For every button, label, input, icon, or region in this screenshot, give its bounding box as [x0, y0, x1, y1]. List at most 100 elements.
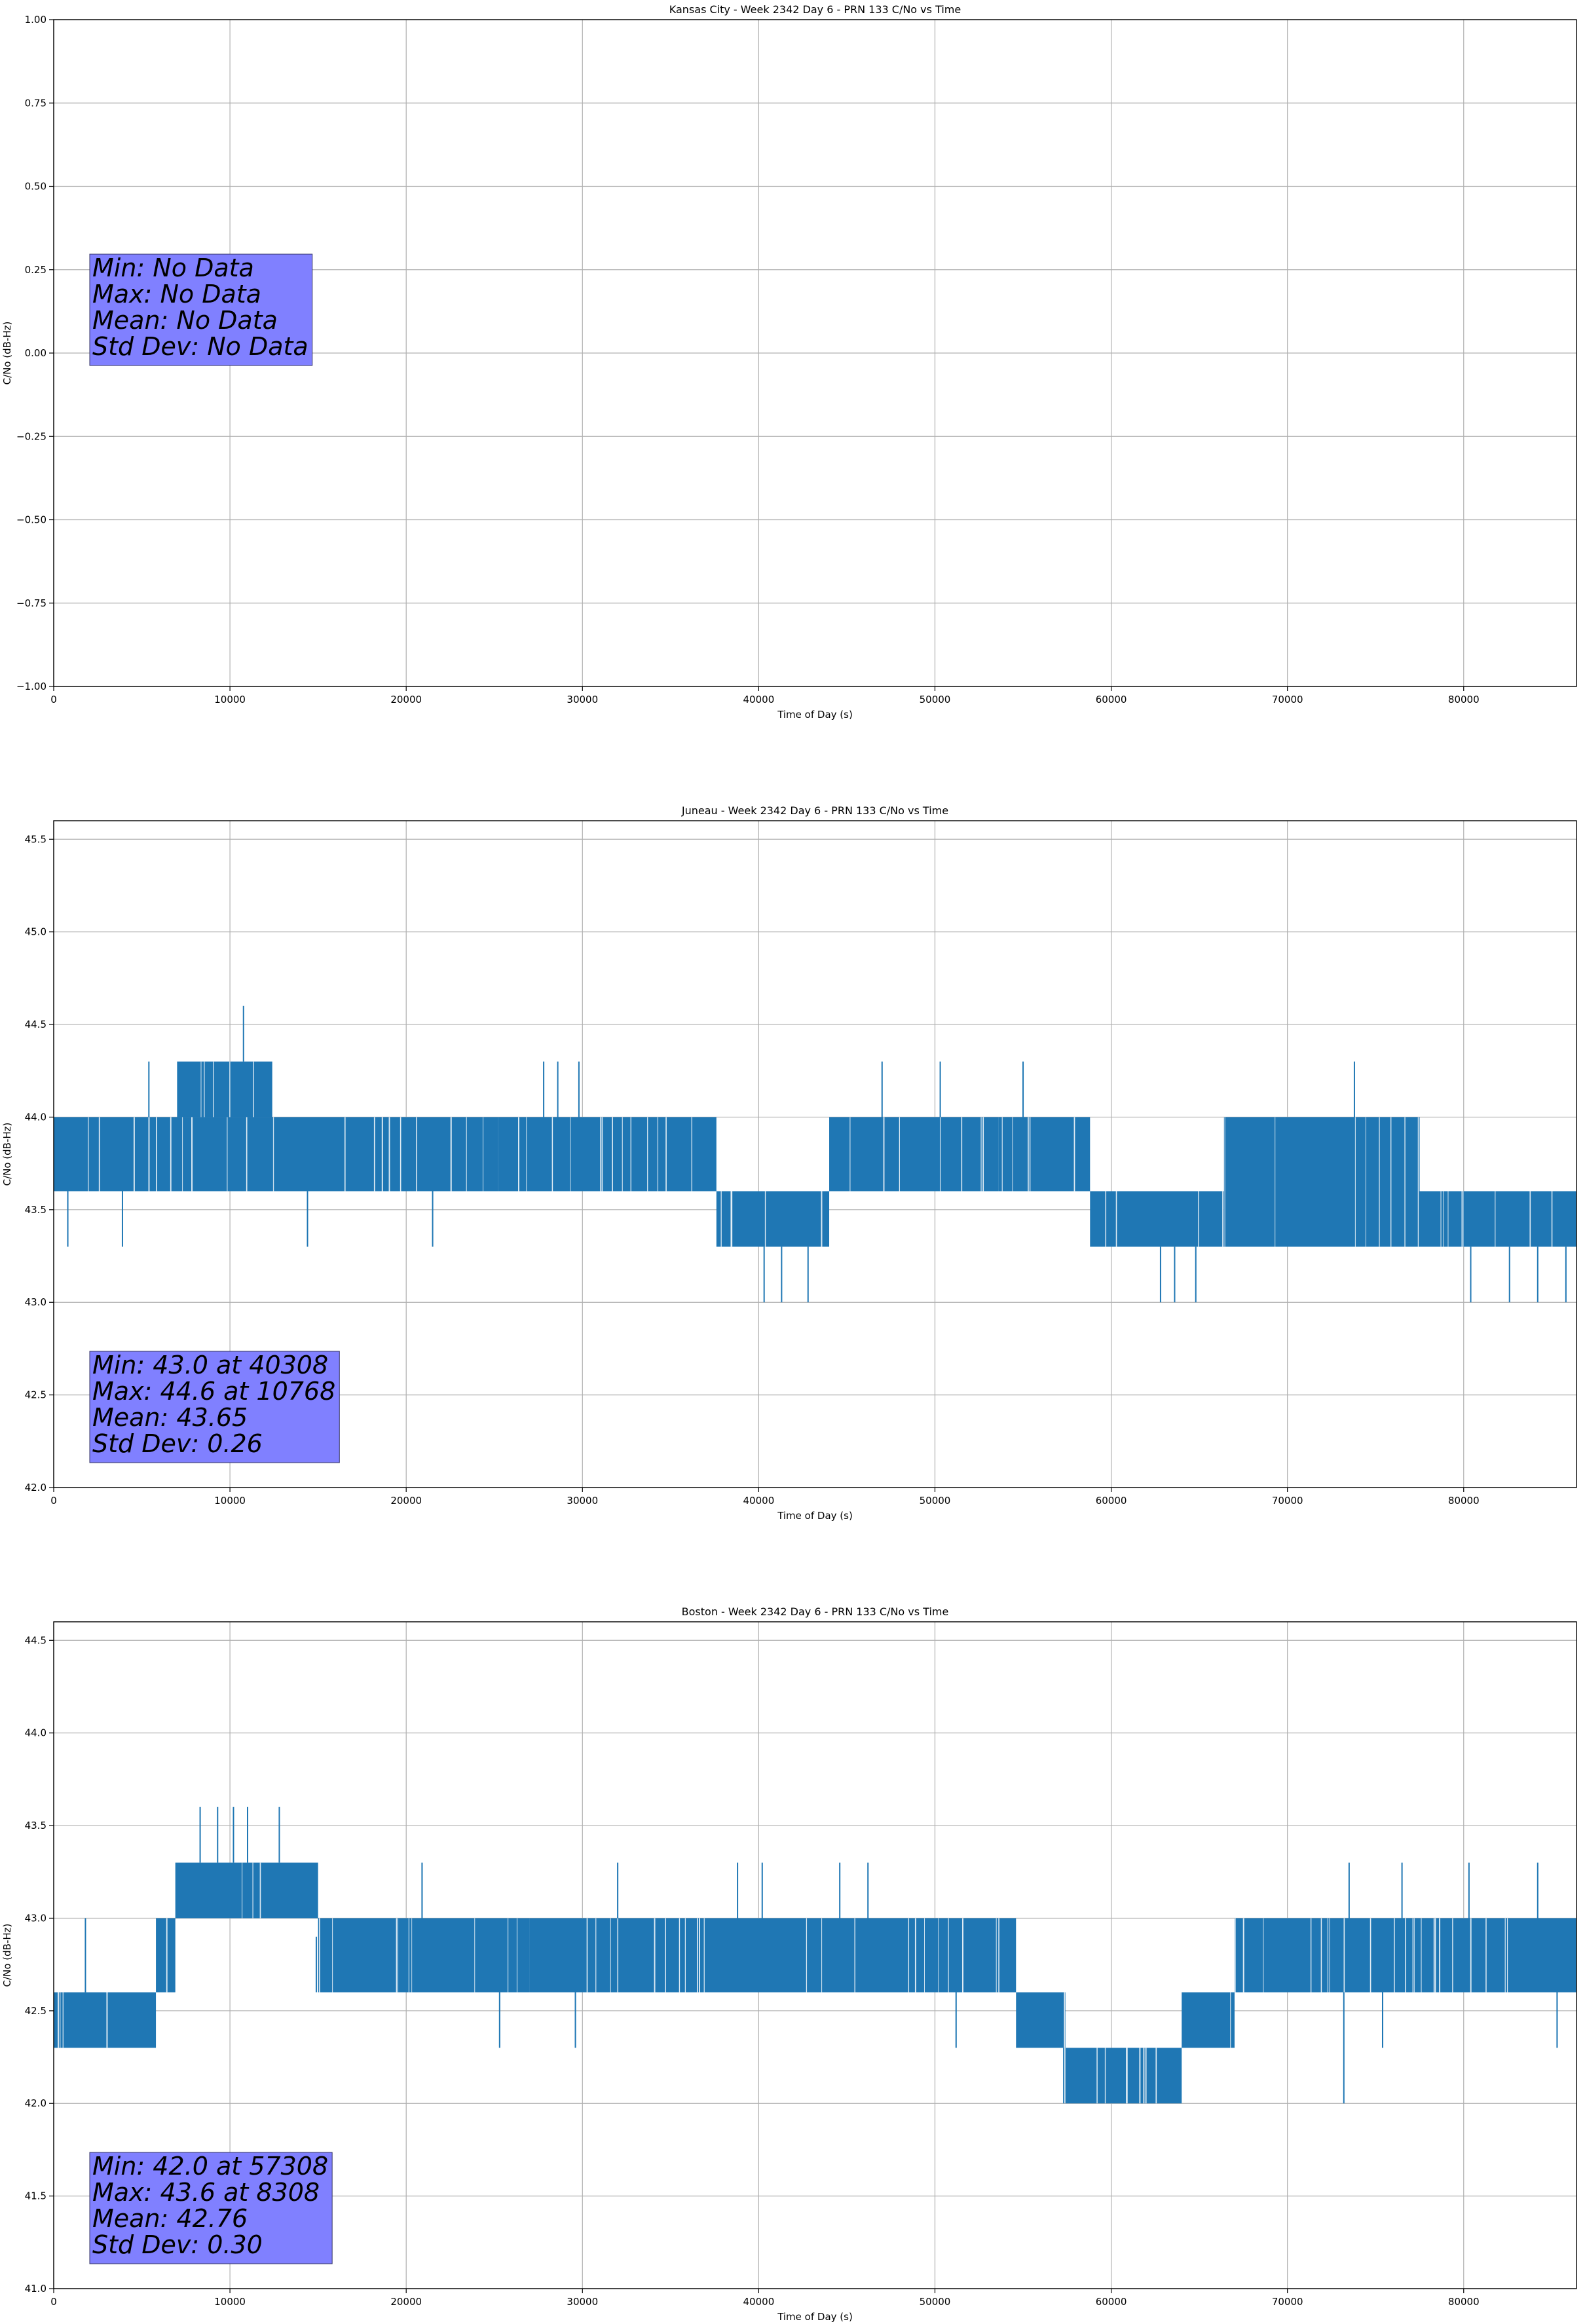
signal-band: [177, 1061, 272, 1117]
x-tick-label: 50000: [920, 694, 951, 705]
x-tick-label: 70000: [1272, 2296, 1303, 2308]
chart-title: Kansas City - Week 2342 Day 6 - PRN 133 …: [669, 3, 961, 16]
chart-title: Juneau - Week 2342 Day 6 - PRN 133 C/No …: [681, 804, 948, 817]
chart-title: Boston - Week 2342 Day 6 - PRN 133 C/No …: [682, 1605, 949, 1618]
chart-2: 0 10000 20000 30000 40000 50000 60000 70000 8000…: [1, 1605, 1577, 2323]
y-tick-label: −0.25: [16, 430, 47, 442]
stats-box-background: [89, 1351, 340, 1463]
y-tick-label: 43.0: [25, 1296, 47, 1308]
x-axis-label: Time of Day (s): [777, 2311, 853, 2323]
signal-band: [1065, 2048, 1182, 2104]
x-tick-label: 60000: [1096, 2296, 1127, 2308]
y-tick-label: 41.0: [25, 2283, 47, 2295]
stats-line: Min: 42.0 at 57308: [92, 2152, 328, 2181]
stats-line: Max: 43.6 at 8308: [92, 2178, 320, 2207]
stats-line: Mean: No Data: [92, 306, 278, 335]
y-axis-label: C/No (dB-Hz): [1, 1123, 13, 1186]
x-tick-label: 60000: [1096, 1495, 1127, 1507]
y-tick-label: 42.5: [25, 2005, 47, 2017]
series-c-no: [54, 1005, 1576, 1303]
x-tick-label: 60000: [1096, 694, 1127, 705]
stats-box-background: [89, 2152, 333, 2264]
x-tick-label: 40000: [743, 694, 775, 705]
y-tick-label: −0.75: [16, 597, 47, 609]
y-tick-label: 43.5: [25, 1204, 47, 1216]
signal-band: [1016, 1992, 1066, 2048]
x-tick-label: 0: [50, 1495, 57, 1507]
x-tick-label: 30000: [567, 1495, 598, 1507]
signal-band: [529, 1918, 1016, 1993]
x-axis-label: Time of Day (s): [777, 1510, 853, 1522]
y-axis-label: C/No (dB-Hz): [1, 322, 13, 385]
y-tick-label: 42.0: [25, 2097, 47, 2109]
y-axis-label: C/No (dB-Hz): [1, 1924, 13, 1987]
x-tick-label: 50000: [920, 1495, 951, 1507]
y-tick-label: 0.00: [25, 347, 47, 359]
stats-line: Max: No Data: [92, 280, 261, 309]
x-tick-label: 20000: [390, 694, 422, 705]
y-tick-label: 44.5: [25, 1019, 47, 1030]
x-tick-label: 80000: [1448, 2296, 1480, 2308]
y-tick-label: 44.5: [25, 1634, 47, 1646]
y-tick-label: 45.0: [25, 926, 47, 938]
axes-frame: [53, 820, 1577, 1488]
signal-band: [716, 1191, 830, 1247]
y-tick-label: 44.0: [25, 1727, 47, 1739]
stats-line: Std Dev: 0.30: [92, 2230, 263, 2259]
stats-line: Mean: 42.76: [92, 2204, 248, 2233]
y-tick-label: 0.50: [25, 181, 47, 193]
signal-band: [1090, 1191, 1224, 1247]
signal-band: [54, 1992, 157, 2048]
x-tick-label: 10000: [214, 1495, 246, 1507]
chart-1: 0 10000 20000 30000 40000 50000 60000 70000 8000…: [1, 804, 1577, 1522]
y-tick-label: 45.5: [25, 833, 47, 845]
stats-line: Max: 44.6 at 10768: [92, 1377, 335, 1406]
x-tick-label: 40000: [743, 1495, 775, 1507]
signal-band: [1223, 1117, 1420, 1247]
x-tick-label: 30000: [567, 694, 598, 705]
signal-band: [272, 1117, 498, 1191]
axes-frame: [53, 1621, 1577, 2289]
x-tick-label: 70000: [1272, 1495, 1303, 1507]
stats-box-background: [89, 253, 313, 366]
signal-band: [829, 1117, 999, 1191]
signal-band: [318, 1918, 530, 1993]
signal-band: [498, 1117, 717, 1191]
y-tick-label: 43.5: [25, 1820, 47, 1831]
y-tick-label: 1.00: [25, 14, 47, 26]
x-tick-label: 40000: [743, 2296, 775, 2308]
stats-line: Std Dev: No Data: [92, 332, 308, 361]
signal-band: [1419, 1191, 1576, 1247]
x-tick-label: 0: [50, 694, 57, 705]
stats-line: Min: No Data: [92, 253, 254, 282]
y-tick-label: −0.50: [16, 514, 47, 526]
y-tick-label: 0.25: [25, 264, 47, 276]
x-axis-label: Time of Day (s): [777, 709, 853, 721]
y-tick-label: 43.0: [25, 1912, 47, 1924]
x-tick-label: 20000: [390, 1495, 422, 1507]
signal-band: [998, 1117, 1091, 1191]
y-tick-label: 42.0: [25, 1482, 47, 1493]
y-tick-label: 41.5: [25, 2190, 47, 2202]
x-tick-label: 20000: [390, 2296, 422, 2308]
y-tick-label: −1.00: [16, 681, 47, 692]
x-tick-label: 80000: [1448, 1495, 1480, 1507]
signal-band: [175, 1862, 318, 1919]
signal-band: [1182, 1992, 1235, 2048]
x-tick-label: 30000: [567, 2296, 598, 2308]
stats-line: Min: 43.0 at 40308: [92, 1351, 328, 1379]
x-tick-label: 10000: [214, 2296, 246, 2308]
x-tick-label: 0: [50, 2296, 57, 2308]
x-tick-label: 70000: [1272, 694, 1303, 705]
x-tick-label: 10000: [214, 694, 246, 705]
stats-line: Std Dev: 0.26: [92, 1429, 263, 1458]
x-tick-label: 80000: [1448, 694, 1480, 705]
x-tick-label: 50000: [920, 2296, 951, 2308]
series-c-no: [54, 1807, 1576, 2104]
signal-band: [54, 1117, 272, 1191]
